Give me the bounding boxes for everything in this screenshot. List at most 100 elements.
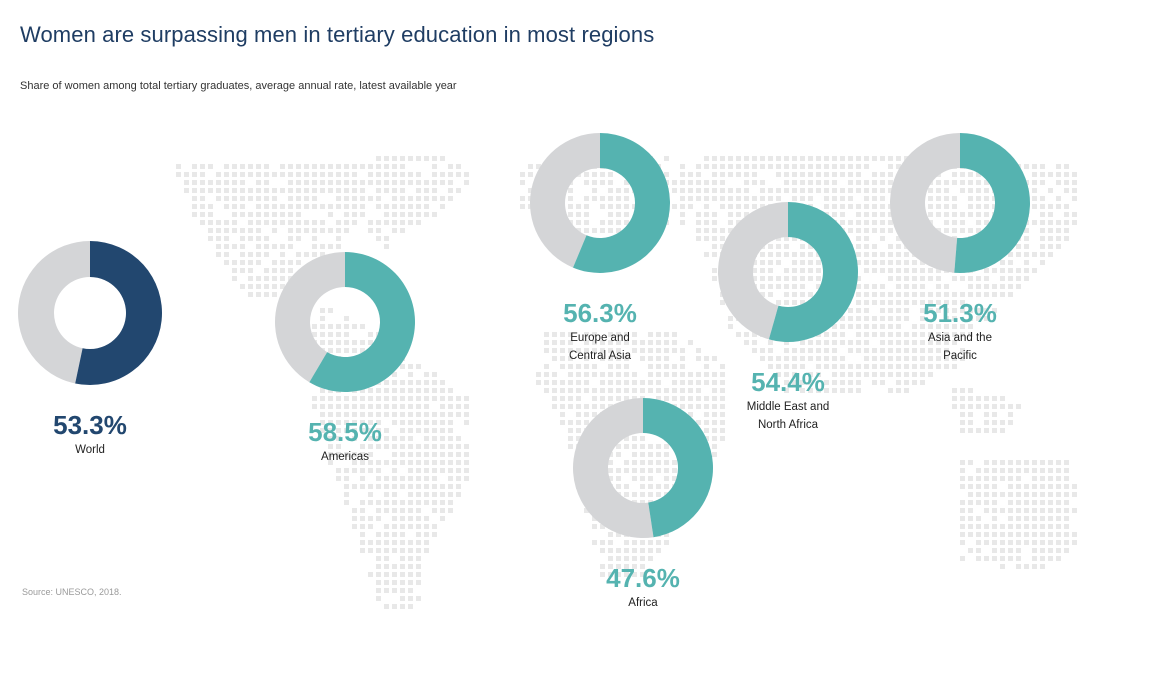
map-dot	[928, 300, 933, 305]
map-dot	[384, 204, 389, 209]
map-dot	[400, 500, 405, 505]
map-dot	[760, 356, 765, 361]
map-dot	[976, 492, 981, 497]
map-dot	[776, 260, 781, 265]
map-dot	[256, 172, 261, 177]
map-dot	[368, 548, 373, 553]
map-dot	[704, 380, 709, 385]
map-dot	[272, 204, 277, 209]
map-dot	[608, 204, 613, 209]
map-dot	[240, 268, 245, 273]
map-dot	[400, 420, 405, 425]
map-dot	[808, 380, 813, 385]
map-dot	[448, 388, 453, 393]
map-dot	[240, 180, 245, 185]
map-dot	[1048, 476, 1053, 481]
map-dot	[1008, 292, 1013, 297]
map-dot	[1056, 228, 1061, 233]
map-dot	[688, 372, 693, 377]
map-dot	[344, 396, 349, 401]
map-dot	[1056, 484, 1061, 489]
map-dot	[952, 324, 957, 329]
map-dot	[1024, 524, 1029, 529]
map-dot	[664, 540, 669, 545]
map-dot	[984, 532, 989, 537]
map-dot	[1016, 460, 1021, 465]
map-dot	[608, 532, 613, 537]
map-dot	[728, 220, 733, 225]
map-dot	[456, 412, 461, 417]
map-dot	[784, 292, 789, 297]
map-dot	[312, 404, 317, 409]
map-dot	[376, 468, 381, 473]
map-dot	[608, 548, 613, 553]
map-dot	[1040, 220, 1045, 225]
map-dot	[816, 268, 821, 273]
map-dot	[456, 468, 461, 473]
map-dot	[928, 212, 933, 217]
map-dot	[880, 196, 885, 201]
map-dot	[1032, 540, 1037, 545]
map-dot	[856, 252, 861, 257]
donut-africa: 47.6%Africa	[573, 398, 713, 609]
map-dot	[392, 220, 397, 225]
map-dot	[320, 172, 325, 177]
map-dot	[968, 428, 973, 433]
map-dot	[856, 364, 861, 369]
map-dot	[976, 548, 981, 553]
map-dot	[408, 508, 413, 513]
map-dot	[384, 588, 389, 593]
map-dot	[440, 180, 445, 185]
map-dot	[976, 196, 981, 201]
map-dot	[360, 460, 365, 465]
map-dot	[1040, 484, 1045, 489]
map-dot	[560, 340, 565, 345]
map-dot	[272, 172, 277, 177]
map-dot	[448, 164, 453, 169]
map-dot	[672, 180, 677, 185]
map-dot	[960, 396, 965, 401]
map-dot	[376, 404, 381, 409]
map-dot	[344, 348, 349, 353]
map-dot	[624, 492, 629, 497]
map-dot	[392, 420, 397, 425]
map-dot	[464, 180, 469, 185]
map-dot	[856, 244, 861, 249]
map-dot	[1032, 252, 1037, 257]
map-dot	[224, 220, 229, 225]
map-dot	[568, 188, 573, 193]
map-dot	[944, 364, 949, 369]
map-dot	[760, 164, 765, 169]
map-dot	[368, 468, 373, 473]
map-dot	[368, 460, 373, 465]
map-dot	[856, 380, 861, 385]
map-dot	[1040, 228, 1045, 233]
map-dot	[1016, 476, 1021, 481]
map-dot	[768, 284, 773, 289]
map-dot	[1040, 252, 1045, 257]
map-dot	[816, 348, 821, 353]
map-dot	[720, 420, 725, 425]
map-dot	[200, 172, 205, 177]
map-dot	[1032, 500, 1037, 505]
map-dot	[744, 156, 749, 161]
map-dot	[376, 556, 381, 561]
map-dot	[632, 492, 637, 497]
map-dot	[880, 348, 885, 353]
map-dot	[1056, 244, 1061, 249]
map-dot	[272, 244, 277, 249]
map-dot	[440, 500, 445, 505]
map-dot	[456, 188, 461, 193]
map-dot	[240, 164, 245, 169]
map-dot	[824, 196, 829, 201]
map-dot	[632, 548, 637, 553]
map-dot	[392, 188, 397, 193]
map-dot	[552, 388, 557, 393]
map-dot	[856, 236, 861, 241]
map-dot	[376, 412, 381, 417]
map-dot	[704, 156, 709, 161]
map-dot	[624, 380, 629, 385]
map-dot	[408, 372, 413, 377]
map-dot	[712, 180, 717, 185]
map-dot	[720, 412, 725, 417]
